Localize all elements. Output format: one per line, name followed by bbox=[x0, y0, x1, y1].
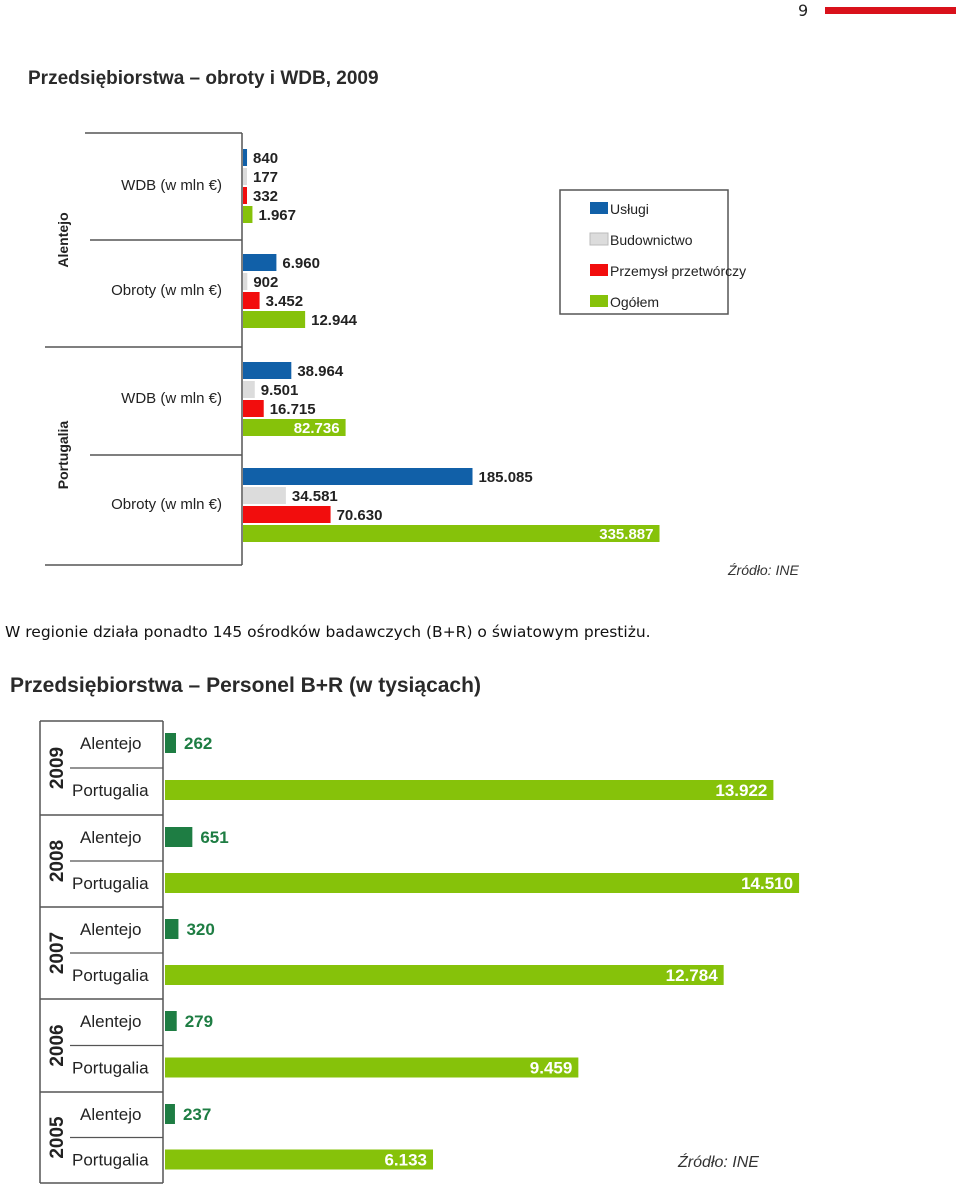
chart1-bar bbox=[243, 149, 248, 166]
chart2-bar-portugalia bbox=[165, 1149, 434, 1170]
row-label: Alentejo bbox=[80, 1012, 141, 1031]
legend-label: Usługi bbox=[610, 201, 649, 217]
chart2-data-label: 651 bbox=[200, 828, 228, 847]
body-paragraph: W regionie działa ponadto 145 ośrodków b… bbox=[5, 623, 651, 641]
chart1-bar bbox=[243, 292, 260, 309]
chart2-bar-alentejo bbox=[165, 919, 179, 939]
chart2-source: Źródło: INE bbox=[677, 1152, 759, 1171]
chart1-bar bbox=[243, 168, 247, 185]
chart1-bar bbox=[243, 311, 306, 328]
chart1-data-label: 902 bbox=[253, 274, 278, 291]
chart2-data-label: 14.510 bbox=[741, 874, 793, 893]
chart2-data-label: 320 bbox=[186, 920, 214, 939]
chart1-data-label: 335.887 bbox=[599, 526, 653, 543]
chart2-bar-alentejo bbox=[165, 827, 193, 847]
chart2-data-label: 9.459 bbox=[530, 1059, 573, 1078]
chart1-data-label: 34.581 bbox=[292, 488, 338, 505]
chart1-data-label: 82.736 bbox=[294, 420, 340, 437]
row-label: Alentejo bbox=[80, 1105, 141, 1124]
legend-swatch bbox=[590, 202, 608, 214]
chart1-data-label: 3.452 bbox=[266, 293, 304, 310]
chart1-legend-box bbox=[559, 189, 729, 315]
chart1-svg: Alentejo WDB (w mln €) 840 177 332 1.967 Obrot… bbox=[45, 132, 799, 578]
chart2-bar-alentejo bbox=[165, 1104, 175, 1124]
chart2-data-label: 262 bbox=[184, 734, 212, 753]
metric-label: WDB (w mln €) bbox=[121, 177, 222, 194]
chart2-bar-portugalia bbox=[165, 1057, 579, 1078]
chart1-data-label: 177 bbox=[253, 169, 278, 186]
chart1-data-label: 9.501 bbox=[261, 382, 299, 399]
page-accent-bar bbox=[825, 7, 956, 14]
metric-label: WDB (w mln €) bbox=[121, 390, 222, 407]
chart2-title: Przedsiębiorstwa – Personel B+R (w tysią… bbox=[10, 674, 481, 697]
year-label: 2007 bbox=[47, 932, 68, 974]
chart2-data-label: 6.133 bbox=[384, 1151, 427, 1170]
chart1-bar bbox=[243, 487, 286, 504]
chart2-bar-portugalia bbox=[165, 873, 800, 893]
chart2-bar-alentejo bbox=[165, 733, 177, 753]
year-label: 2005 bbox=[47, 1116, 68, 1159]
chart1-data-label: 185.085 bbox=[479, 469, 533, 486]
chart1-bar bbox=[243, 206, 253, 223]
region-label: Alentejo bbox=[55, 212, 71, 267]
chart2-data-label: 279 bbox=[185, 1012, 213, 1031]
legend-label: Przemysł przetwórczy bbox=[610, 263, 746, 279]
legend-swatch bbox=[590, 295, 608, 307]
chart1-data-label: 70.630 bbox=[337, 507, 383, 524]
chart2-data-label: 237 bbox=[183, 1105, 211, 1124]
row-label: Portugalia bbox=[72, 966, 149, 985]
chart1-data-label: 332 bbox=[253, 188, 278, 205]
chart2-bar-alentejo bbox=[165, 1011, 177, 1031]
chart2-bar-portugalia bbox=[165, 965, 724, 985]
chart1-bar bbox=[243, 187, 247, 204]
chart1-data-label: 38.964 bbox=[297, 363, 344, 380]
row-label: Portugalia bbox=[72, 781, 149, 800]
chart2-data-label: 13.922 bbox=[715, 781, 767, 800]
chart1-data-label: 6.960 bbox=[282, 255, 320, 272]
legend-swatch bbox=[590, 264, 608, 276]
metric-label: Obroty (w mln €) bbox=[111, 496, 222, 513]
chart1-bar bbox=[243, 400, 264, 417]
chart1-data-label: 1.967 bbox=[258, 207, 296, 224]
chart1-title: Przedsiębiorstwa – obroty i WDB, 2009 bbox=[28, 68, 379, 89]
chart1-bar bbox=[243, 381, 255, 398]
legend-label: Budownictwo bbox=[610, 232, 693, 248]
row-label: Alentejo bbox=[80, 828, 141, 847]
year-label: 2006 bbox=[47, 1024, 68, 1066]
chart1-bar bbox=[243, 254, 277, 271]
chart1-data-label: 840 bbox=[253, 150, 278, 167]
chart1-source: Źródło: INE bbox=[727, 562, 799, 578]
chart1-bar bbox=[243, 506, 331, 523]
row-label: Portugalia bbox=[72, 1059, 149, 1078]
page-number: 9 bbox=[798, 1, 809, 20]
chart1-bar bbox=[243, 525, 660, 542]
row-label: Alentejo bbox=[80, 734, 141, 753]
chart2-bar-portugalia bbox=[165, 780, 774, 800]
chart1-bar bbox=[243, 362, 292, 379]
chart1-bar bbox=[243, 273, 248, 290]
row-label: Portugalia bbox=[72, 1151, 149, 1170]
chart1-data-label: 16.715 bbox=[270, 401, 316, 418]
row-label: Alentejo bbox=[80, 920, 141, 939]
chart1-bar bbox=[243, 468, 473, 485]
legend-swatch bbox=[589, 232, 609, 246]
chart2-data-label: 12.784 bbox=[666, 966, 719, 985]
metric-label: Obroty (w mln €) bbox=[111, 282, 222, 299]
legend-label: Ogółem bbox=[610, 294, 659, 310]
year-label: 2008 bbox=[47, 840, 68, 882]
chart1-data-label: 12.944 bbox=[311, 312, 358, 329]
region-label: Portugalia bbox=[55, 421, 71, 490]
row-label: Portugalia bbox=[72, 874, 149, 893]
year-label: 2009 bbox=[47, 747, 68, 789]
chart1-bar bbox=[243, 419, 346, 436]
